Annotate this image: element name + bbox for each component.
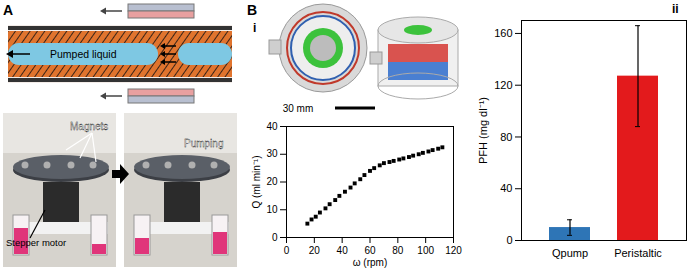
svg-text:160: 160 <box>494 27 512 39</box>
svg-text:Pumping: Pumping <box>184 138 223 149</box>
svg-text:Stepper motor: Stepper motor <box>6 237 66 248</box>
svg-text:60: 60 <box>364 245 376 256</box>
svg-text:20: 20 <box>266 176 278 187</box>
svg-text:80: 80 <box>500 130 512 142</box>
svg-text:10: 10 <box>266 204 278 215</box>
svg-text:0: 0 <box>284 245 290 256</box>
svg-text:Q (ml min⁻¹): Q (ml min⁻¹) <box>251 156 262 209</box>
svg-text:120: 120 <box>494 79 512 91</box>
svg-text:ω (rpm): ω (rpm) <box>353 257 387 268</box>
svg-text:100: 100 <box>417 245 434 256</box>
svg-text:30 mm: 30 mm <box>283 103 314 114</box>
html-text:ii: ii <box>672 2 679 16</box>
svg-text:0: 0 <box>506 234 512 246</box>
svg-text:A: A <box>3 2 13 18</box>
svg-text:Magnets: Magnets <box>70 121 108 132</box>
svg-text:PFH (mg dl⁻¹): PFH (mg dl⁻¹) <box>477 97 489 164</box>
svg-text:120: 120 <box>445 245 462 256</box>
svg-text:80: 80 <box>392 245 404 256</box>
svg-text:0: 0 <box>272 232 278 243</box>
svg-text:40: 40 <box>266 121 278 132</box>
svg-text:20: 20 <box>309 245 321 256</box>
svg-text:40: 40 <box>500 182 512 194</box>
svg-text:B: B <box>247 2 257 18</box>
svg-text:40: 40 <box>337 245 349 256</box>
svg-text:Qpump: Qpump <box>552 247 588 259</box>
svg-text:Pumped liquid: Pumped liquid <box>50 48 117 60</box>
svg-text:Peristaltic: Peristaltic <box>614 247 662 259</box>
svg-text:i: i <box>253 21 256 35</box>
svg-text:30: 30 <box>266 148 278 159</box>
